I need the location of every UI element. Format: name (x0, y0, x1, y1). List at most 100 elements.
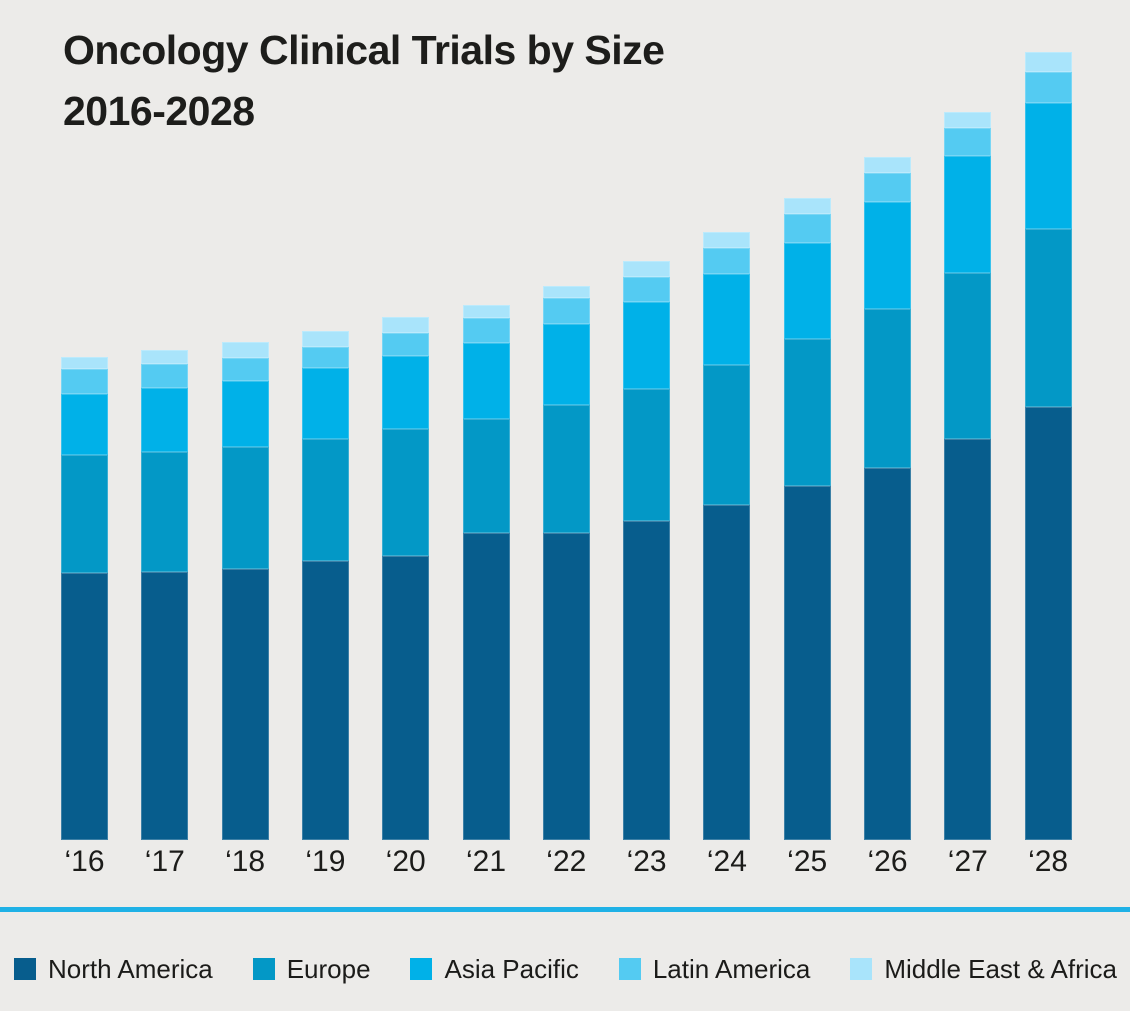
bar-segment-middle-east-africa-18 (221, 342, 269, 358)
legend-item-north-america: North America (14, 954, 213, 985)
bar-segment-latin-america-18 (221, 358, 269, 381)
stacked-bar-22 (542, 286, 590, 840)
stacked-bar-27 (944, 112, 992, 840)
bar-segment-asia-pacific-25 (783, 243, 831, 339)
bar-segment-latin-america-19 (301, 347, 349, 368)
bar-segment-north-america-25 (783, 486, 831, 840)
stacked-bar-25 (783, 198, 831, 840)
bar-segment-latin-america-20 (382, 333, 430, 356)
bar-segment-europe-26 (864, 309, 911, 468)
x-axis-label-21: ‘21 (465, 845, 507, 878)
legend-swatch-latin-america (618, 958, 641, 980)
bar-segment-north-america-20 (382, 556, 430, 840)
legend-item-europe: Europe (252, 953, 371, 985)
stacked-bar-19 (301, 331, 349, 840)
bar-segment-middle-east-africa-19 (301, 331, 349, 347)
legend-swatch-asia-pacific (410, 958, 433, 980)
stacked-bar-20 (382, 317, 430, 840)
bar-segment-europe-16 (61, 455, 108, 573)
bar-segment-north-america-26 (864, 468, 911, 840)
stacked-bar-18 (221, 342, 269, 840)
x-axis-label-16: ‘16 (64, 845, 105, 878)
bar-segment-asia-pacific-26 (864, 202, 911, 309)
chart-title-line1: Oncology Clinical Trials by Size (63, 27, 665, 73)
bar-segment-asia-pacific-22 (542, 324, 590, 405)
bar-segment-asia-pacific-17 (141, 388, 189, 452)
chart-title: Oncology Clinical Trials by Size 2016-20… (63, 20, 665, 142)
stacked-bar-17 (141, 350, 189, 840)
stacked-bar-16 (61, 357, 108, 840)
x-axis-label-27: ‘27 (947, 845, 988, 878)
bar-segment-north-america-17 (141, 572, 189, 840)
stacked-bar-23 (623, 261, 671, 840)
legend-label-north-america: North America (48, 953, 213, 984)
x-axis-label-24: ‘24 (706, 845, 747, 878)
bar-segment-north-america-19 (301, 561, 349, 840)
bar-segment-asia-pacific-27 (944, 156, 992, 273)
bar-segment-asia-pacific-24 (703, 274, 751, 365)
legend-item-latin-america: Latin America (618, 953, 811, 985)
bar-segment-north-america-27 (944, 439, 992, 840)
bar-segment-latin-america-21 (462, 318, 510, 343)
bar-segment-north-america-28 (1024, 407, 1072, 840)
x-axis-label-26: ‘26 (867, 845, 908, 878)
x-axis-label-20: ‘20 (385, 845, 426, 878)
legend-label-latin-america: Latin America (652, 953, 811, 984)
bar-segment-asia-pacific-28 (1024, 103, 1072, 229)
legend-swatch-europe (252, 958, 275, 980)
bar-segment-latin-america-27 (944, 128, 992, 156)
bar-segment-europe-23 (623, 389, 671, 521)
bar-segment-europe-27 (944, 273, 992, 439)
bar-segment-middle-east-africa-28 (1024, 52, 1072, 72)
x-axis-label-25: ‘25 (787, 845, 828, 878)
bar-segment-asia-pacific-19 (301, 368, 349, 439)
legend-label-middle-east-africa: Middle East & Africa (884, 953, 1117, 984)
bar-segment-latin-america-24 (703, 248, 751, 274)
bar-segment-latin-america-17 (141, 364, 189, 388)
bar-segment-north-america-22 (542, 533, 590, 840)
bar-segment-middle-east-africa-17 (141, 350, 189, 364)
bar-segment-middle-east-africa-25 (783, 198, 831, 214)
bar-segment-middle-east-africa-16 (61, 357, 108, 369)
bar-segment-asia-pacific-23 (623, 302, 671, 389)
chart-title-line2: 2016-2028 (63, 88, 255, 134)
bar-segment-latin-america-25 (783, 214, 831, 243)
bar-segment-europe-22 (542, 405, 590, 533)
stacked-bar-26 (864, 157, 911, 840)
chart-legend: North America Europe Asia Pacific Latin Ame… (14, 946, 1117, 992)
bar-segment-europe-25 (783, 339, 831, 486)
bar-segment-asia-pacific-20 (382, 356, 430, 429)
bar-segment-europe-24 (703, 365, 751, 505)
bar-segment-latin-america-23 (623, 277, 671, 302)
x-axis-label-23: ‘23 (626, 845, 667, 878)
bar-segment-middle-east-africa-20 (382, 317, 430, 333)
x-axis-label-19: ‘19 (305, 845, 346, 878)
bar-segment-middle-east-africa-26 (864, 157, 911, 173)
x-axis-label-22: ‘22 (546, 845, 587, 878)
stacked-bar-24 (703, 232, 751, 840)
bar-segment-middle-east-africa-27 (944, 112, 992, 128)
bar-segment-north-america-23 (623, 521, 671, 840)
legend-swatch-middle-east-africa (850, 958, 873, 980)
legend-label-europe: Europe (286, 953, 371, 984)
legend-item-asia-pacific: Asia Pacific (410, 954, 579, 985)
bar-segment-north-america-21 (462, 533, 510, 840)
bar-segment-asia-pacific-18 (221, 381, 269, 447)
bar-segment-latin-america-26 (864, 173, 911, 202)
bar-segment-middle-east-africa-23 (623, 261, 671, 277)
bar-segment-europe-19 (301, 439, 349, 561)
bar-segment-europe-21 (462, 419, 510, 533)
bar-segment-latin-america-16 (61, 369, 108, 394)
x-axis-label-28: ‘28 (1028, 845, 1069, 878)
x-axis-label-17: ‘17 (144, 845, 185, 878)
x-axis-label-18: ‘18 (225, 845, 266, 878)
bar-segment-europe-18 (221, 447, 269, 569)
legend-divider-line (0, 907, 1130, 912)
bar-segment-north-america-16 (61, 573, 108, 840)
legend-swatch-north-america (14, 958, 36, 980)
bar-segment-asia-pacific-21 (462, 343, 510, 419)
bar-segment-europe-20 (382, 429, 430, 556)
bar-segment-middle-east-africa-22 (542, 286, 590, 298)
